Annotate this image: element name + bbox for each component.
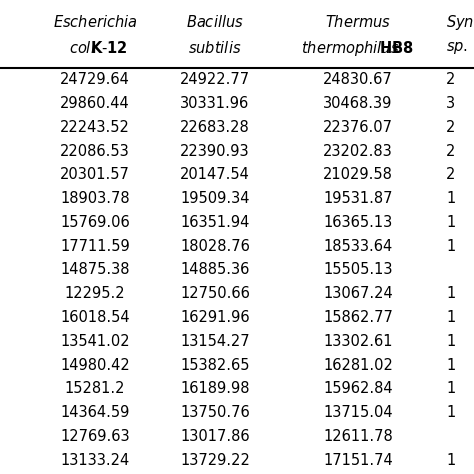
Text: 3: 3 (446, 96, 455, 111)
Text: 14980.42: 14980.42 (60, 357, 130, 373)
Text: 16189.98: 16189.98 (180, 381, 250, 396)
Text: 20147.54: 20147.54 (180, 167, 250, 182)
Text: $\mathit{Bacillus}$: $\mathit{Bacillus}$ (186, 14, 244, 30)
Text: $\mathit{Escherichia}$: $\mathit{Escherichia}$ (53, 14, 137, 30)
Text: 13017.86: 13017.86 (180, 429, 250, 444)
Text: $\bf{K\text{-}12}$: $\bf{K\text{-}12}$ (90, 40, 128, 56)
Text: 17151.74: 17151.74 (323, 453, 393, 468)
Text: 22086.53: 22086.53 (60, 144, 130, 159)
Text: 12769.63: 12769.63 (60, 429, 130, 444)
Text: 16365.13: 16365.13 (323, 215, 392, 230)
Text: 24830.67: 24830.67 (323, 73, 393, 87)
Text: 18533.64: 18533.64 (323, 239, 392, 254)
Text: 2: 2 (446, 73, 456, 87)
Text: 24922.77: 24922.77 (180, 73, 250, 87)
Text: 14364.59: 14364.59 (60, 405, 130, 420)
Text: 15281.2: 15281.2 (65, 381, 125, 396)
Text: 13067.24: 13067.24 (323, 286, 393, 301)
Text: 13541.02: 13541.02 (60, 334, 130, 349)
Text: 1: 1 (446, 381, 455, 396)
Text: 15962.84: 15962.84 (323, 381, 393, 396)
Text: 13750.76: 13750.76 (180, 405, 250, 420)
Text: 1: 1 (446, 191, 455, 206)
Text: 14875.38: 14875.38 (60, 263, 130, 277)
Text: 13302.61: 13302.61 (323, 334, 393, 349)
Text: 15862.77: 15862.77 (323, 310, 393, 325)
Text: 16018.54: 16018.54 (60, 310, 130, 325)
Text: 16291.96: 16291.96 (180, 310, 250, 325)
Text: 2: 2 (446, 167, 456, 182)
Text: 15505.13: 15505.13 (323, 263, 393, 277)
Text: 19531.87: 19531.87 (323, 191, 393, 206)
Text: 15382.65: 15382.65 (180, 357, 250, 373)
Text: 20301.57: 20301.57 (60, 167, 130, 182)
Text: 12750.66: 12750.66 (180, 286, 250, 301)
Text: 19509.34: 19509.34 (180, 191, 250, 206)
Text: 1: 1 (446, 286, 455, 301)
Text: 14885.36: 14885.36 (180, 263, 250, 277)
Text: 1: 1 (446, 357, 455, 373)
Text: $\mathit{sp.}$: $\mathit{sp.}$ (446, 40, 468, 56)
Text: 16281.02: 16281.02 (323, 357, 393, 373)
Text: $\bf{HB8}$: $\bf{HB8}$ (379, 40, 413, 56)
Text: 30331.96: 30331.96 (181, 96, 250, 111)
Text: 22683.28: 22683.28 (180, 120, 250, 135)
Text: 17711.59: 17711.59 (60, 239, 130, 254)
Text: $\mathit{Syn}$: $\mathit{Syn}$ (446, 12, 474, 31)
Text: 1: 1 (446, 215, 455, 230)
Text: $\mathit{coli}$: $\mathit{coli}$ (70, 40, 97, 56)
Text: 18903.78: 18903.78 (60, 191, 130, 206)
Text: 1: 1 (446, 334, 455, 349)
Text: 22243.52: 22243.52 (60, 120, 130, 135)
Text: $\mathit{subtilis}$: $\mathit{subtilis}$ (188, 40, 242, 56)
Text: 2: 2 (446, 120, 456, 135)
Text: 16351.94: 16351.94 (180, 215, 250, 230)
Text: 29860.44: 29860.44 (60, 96, 130, 111)
Text: 23202.83: 23202.83 (323, 144, 393, 159)
Text: 22390.93: 22390.93 (180, 144, 250, 159)
Text: 2: 2 (446, 144, 456, 159)
Text: 18028.76: 18028.76 (180, 239, 250, 254)
Text: 13133.24: 13133.24 (60, 453, 129, 468)
Text: 1: 1 (446, 239, 455, 254)
Text: 1: 1 (446, 310, 455, 325)
Text: 1: 1 (446, 405, 455, 420)
Text: 1: 1 (446, 453, 455, 468)
Text: 12295.2: 12295.2 (64, 286, 125, 301)
Text: 15769.06: 15769.06 (60, 215, 130, 230)
Text: $\mathit{thermophilus}$: $\mathit{thermophilus}$ (301, 38, 399, 57)
Text: 13715.04: 13715.04 (323, 405, 393, 420)
Text: 22376.07: 22376.07 (323, 120, 393, 135)
Text: 30468.39: 30468.39 (323, 96, 392, 111)
Text: 24729.64: 24729.64 (60, 73, 130, 87)
Text: 21029.58: 21029.58 (323, 167, 393, 182)
Text: $\mathit{Thermus}$: $\mathit{Thermus}$ (325, 14, 391, 30)
Text: 13729.22: 13729.22 (180, 453, 250, 468)
Text: 13154.27: 13154.27 (180, 334, 250, 349)
Text: 12611.78: 12611.78 (323, 429, 393, 444)
